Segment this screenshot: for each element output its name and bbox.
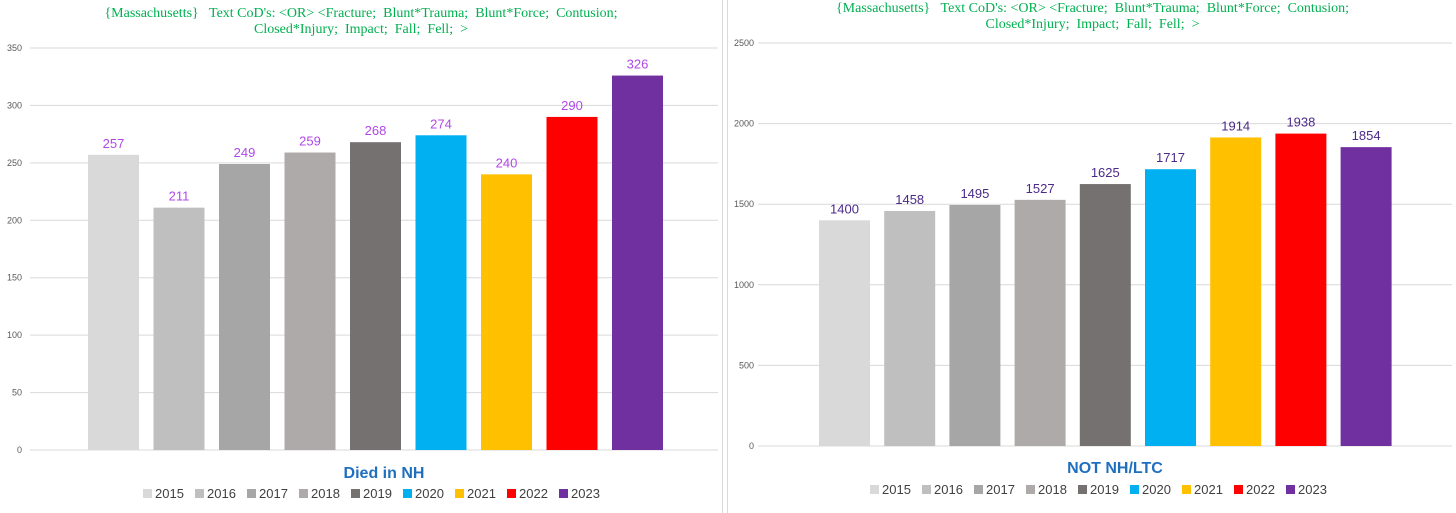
data-label-2018: 259 — [299, 134, 321, 149]
y-tick-label: 200 — [7, 215, 22, 225]
data-label-2018: 1527 — [1026, 181, 1055, 196]
legend-swatch-2017 — [974, 485, 983, 494]
bar-2019 — [350, 142, 401, 450]
legend-swatch-2019 — [351, 489, 360, 498]
legend-swatch-2018 — [299, 489, 308, 498]
data-label-2021: 240 — [496, 155, 518, 170]
legend-swatch-2022 — [1234, 485, 1243, 494]
chart-title: {Massachusetts} Text CoD's: <OR> <Fractu… — [728, 1, 1456, 33]
legend-swatch-2020 — [1130, 485, 1139, 494]
y-tick-label: 500 — [739, 360, 754, 370]
y-tick-label: 300 — [7, 100, 22, 110]
chart-title: {Massachusetts} Text CoD's: <OR> <Fractu… — [0, 6, 722, 38]
legend-swatch-2021 — [455, 489, 464, 498]
data-label-2017: 249 — [234, 145, 256, 160]
y-tick-label: 0 — [17, 445, 22, 455]
chart-panel-died-in-nh: {Massachusetts} Text CoD's: <OR> <Fractu… — [0, 0, 723, 513]
y-tick-label: 50 — [12, 388, 22, 398]
bar-2015 — [819, 220, 870, 446]
bar-chart-not-nh-ltc: 0 500 1000 1500 2000 2500 1400 1458 1495 1527 1625… — [734, 38, 1452, 497]
bar-2016 — [153, 207, 205, 450]
chart-title-line-2: Closed*Injury; Impact; Fall; Fell; > — [254, 22, 468, 37]
y-tick-label: 2500 — [734, 38, 754, 48]
bar-2022 — [1275, 133, 1327, 446]
legend-label-2016: 2016 — [207, 486, 236, 501]
chart-panel-not-nh-ltc: {Massachusetts} Text CoD's: <OR> <Fractu… — [727, 0, 1456, 513]
y-tick-label: 1500 — [734, 199, 754, 209]
legend-label-2021: 2021 — [467, 486, 496, 501]
data-label-2022: 1938 — [1286, 115, 1315, 130]
legend-label-2022: 2022 — [519, 486, 548, 501]
legend-label-2020: 2020 — [1142, 482, 1171, 497]
data-label-2020: 1717 — [1156, 150, 1185, 165]
bar-2023 — [612, 75, 663, 451]
chart-title-line-1: {Massachusetts} Text CoD's: <OR> <Fractu… — [835, 1, 1350, 16]
legend-swatch-2016 — [195, 489, 204, 498]
legend-label-2022: 2022 — [1246, 482, 1275, 497]
y-tick-label: 100 — [7, 330, 22, 340]
legend-label-2020: 2020 — [415, 486, 444, 501]
legend-label-2015: 2015 — [155, 486, 184, 501]
legend-label-2015: 2015 — [882, 482, 911, 497]
legend-label-2021: 2021 — [1194, 482, 1223, 497]
data-label-2022: 290 — [561, 98, 583, 113]
legend-swatch-2019 — [1078, 485, 1087, 494]
y-tick-label: 1000 — [734, 280, 754, 290]
data-label-2021: 1914 — [1221, 118, 1250, 133]
legend-label-2017: 2017 — [259, 486, 288, 501]
legend-label-2023: 2023 — [1298, 482, 1327, 497]
y-tick-label: 150 — [7, 273, 22, 283]
bar-2021 — [481, 174, 532, 451]
legend-swatch-2018 — [1026, 485, 1035, 494]
bar-2020 — [415, 135, 467, 450]
legend-label-2019: 2019 — [363, 486, 392, 501]
legend-swatch-2016 — [922, 485, 931, 494]
legend-swatch-2023 — [1286, 485, 1295, 494]
legend-swatch-2020 — [403, 489, 412, 498]
bar-2016 — [884, 210, 936, 446]
data-label-2019: 1625 — [1091, 165, 1120, 180]
legend-swatch-2015 — [143, 489, 152, 498]
bar-2020 — [1145, 169, 1196, 446]
y-tick-label: 0 — [749, 441, 754, 451]
bar-2022 — [546, 116, 598, 451]
legend-label-2019: 2019 — [1090, 482, 1119, 497]
data-label-2023: 326 — [627, 57, 649, 72]
data-label-2023: 1854 — [1352, 128, 1381, 143]
legend-label-2016: 2016 — [934, 482, 963, 497]
bar-2021 — [1210, 137, 1262, 446]
legend-swatch-2015 — [870, 485, 879, 494]
data-label-2020: 274 — [430, 116, 452, 131]
chart-title-line-1: {Massachusetts} Text CoD's: <OR> <Fractu… — [104, 6, 618, 21]
data-label-2015: 1400 — [830, 201, 859, 216]
bar-chart-died-in-nh: 0 50 100 150 200 250 300 350 257 211 249 259 268 274 2… — [7, 43, 718, 501]
legend-label-2018: 2018 — [311, 486, 340, 501]
legend-swatch-2023 — [559, 489, 568, 498]
chart-title-line-2: Closed*Injury; Impact; Fall; Fell; > — [985, 17, 1200, 32]
legend-swatch-2021 — [1182, 485, 1191, 494]
x-axis-title: Died in NH — [344, 465, 425, 482]
y-tick-label: 250 — [7, 158, 22, 168]
legend-swatch-2017 — [247, 489, 256, 498]
data-label-2016: 1458 — [895, 192, 924, 207]
bar-2017 — [949, 205, 1001, 446]
legend-label-2017: 2017 — [986, 482, 1015, 497]
bar-2018 — [284, 152, 336, 450]
bar-2018 — [1014, 199, 1066, 446]
y-tick-label: 350 — [7, 43, 22, 53]
data-label-2016: 211 — [169, 189, 190, 204]
data-label-2015: 257 — [103, 136, 125, 151]
legend-label-2018: 2018 — [1038, 482, 1067, 497]
data-label-2019: 268 — [365, 123, 387, 138]
legend-label-2023: 2023 — [571, 486, 600, 501]
data-label-2017: 1495 — [960, 186, 989, 201]
bar-2015 — [88, 154, 139, 450]
x-axis-title: NOT NH/LTC — [1067, 460, 1163, 477]
legend-swatch-2022 — [507, 489, 516, 498]
bar-2017 — [219, 164, 270, 450]
y-tick-label: 2000 — [734, 119, 754, 129]
bar-2023 — [1340, 147, 1392, 446]
bar-2019 — [1079, 184, 1131, 447]
